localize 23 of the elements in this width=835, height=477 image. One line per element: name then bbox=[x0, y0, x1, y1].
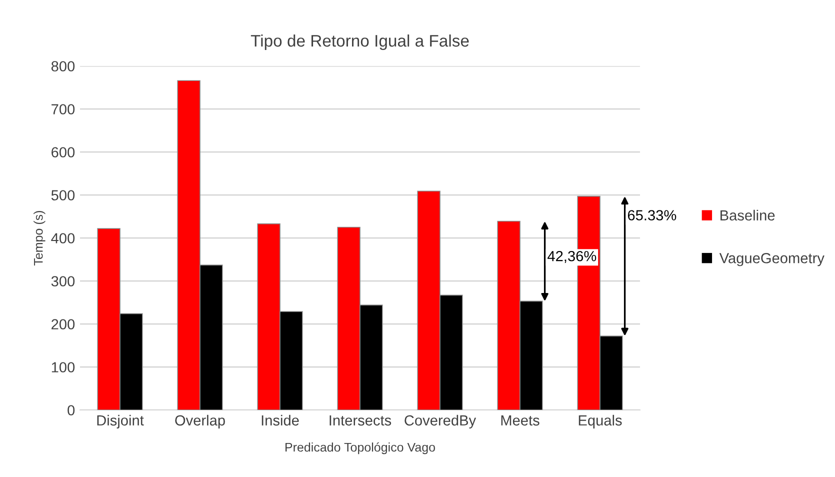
y-axis-title: Tempo (s) bbox=[34, 210, 46, 266]
y-tick-label: 600 bbox=[52, 147, 75, 158]
y-tick-label: 500 bbox=[51, 190, 75, 200]
x-tick-label: Disjoint bbox=[97, 414, 144, 428]
y-tick-label: 700 bbox=[52, 104, 75, 114]
x-tick-label: CoveredBy bbox=[404, 414, 476, 428]
x-tick-label: Equals bbox=[578, 414, 622, 428]
x-tick-label: Intersects bbox=[330, 415, 392, 426]
legend-label: Baseline bbox=[720, 210, 775, 221]
legend-label: VagueGeometry bbox=[719, 252, 824, 266]
y-tick-label: 400 bbox=[51, 233, 75, 244]
y-tick-label: 800 bbox=[51, 61, 75, 72]
y-tick-label: 200 bbox=[52, 319, 75, 330]
x-axis-title: Predicado Topológico Vago bbox=[286, 442, 436, 454]
annotation: 42,36% bbox=[548, 250, 596, 263]
y-tick-label: 100 bbox=[52, 362, 75, 372]
x-tick-label: Overlap bbox=[175, 414, 225, 428]
x-tick-label: Inside bbox=[262, 414, 299, 426]
x-tick-label: Meets bbox=[501, 415, 540, 426]
chart-title: Tipo de Retorno Igual a False bbox=[250, 34, 469, 50]
annotation: 65.33% bbox=[628, 210, 676, 220]
y-tick-label: 0 bbox=[68, 405, 75, 416]
y-tick-label: 300 bbox=[51, 276, 75, 286]
